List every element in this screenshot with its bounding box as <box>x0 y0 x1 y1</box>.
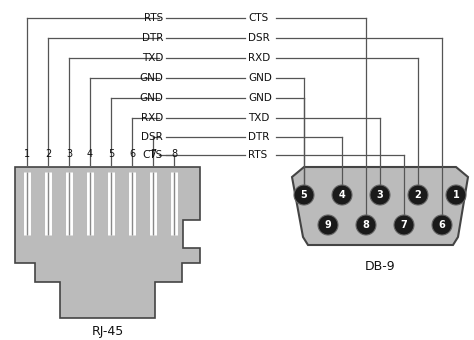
Text: GND: GND <box>139 73 163 83</box>
Circle shape <box>446 185 466 205</box>
Circle shape <box>294 185 314 205</box>
Text: RTS: RTS <box>144 13 163 23</box>
Text: DB-9: DB-9 <box>365 260 395 273</box>
Text: RTS: RTS <box>248 150 267 160</box>
Circle shape <box>394 215 414 235</box>
Circle shape <box>356 215 376 235</box>
Circle shape <box>432 215 452 235</box>
Text: CTS: CTS <box>248 13 268 23</box>
Text: 8: 8 <box>171 149 177 159</box>
Text: 1: 1 <box>453 190 459 200</box>
Text: GND: GND <box>248 73 272 83</box>
Text: DTR: DTR <box>248 132 269 142</box>
Text: 3: 3 <box>377 190 383 200</box>
Text: DTR: DTR <box>142 33 163 43</box>
Text: RXD: RXD <box>141 113 163 123</box>
Circle shape <box>332 185 352 205</box>
Text: TXD: TXD <box>142 53 163 63</box>
Circle shape <box>408 185 428 205</box>
Text: 9: 9 <box>325 220 331 230</box>
Text: 5: 5 <box>108 149 114 159</box>
Polygon shape <box>15 167 200 318</box>
Text: DSR: DSR <box>248 33 270 43</box>
Text: 6: 6 <box>438 220 446 230</box>
Text: 1: 1 <box>24 149 30 159</box>
Text: 3: 3 <box>66 149 72 159</box>
Text: GND: GND <box>248 93 272 103</box>
Text: 6: 6 <box>129 149 135 159</box>
Text: GND: GND <box>139 93 163 103</box>
Text: 2: 2 <box>415 190 421 200</box>
Text: TXD: TXD <box>248 113 269 123</box>
Text: 7: 7 <box>150 149 156 159</box>
Circle shape <box>370 185 390 205</box>
Circle shape <box>318 215 338 235</box>
Text: 5: 5 <box>301 190 307 200</box>
Text: RJ-45: RJ-45 <box>91 325 124 339</box>
Text: 4: 4 <box>338 190 346 200</box>
Text: 2: 2 <box>45 149 51 159</box>
Text: DSR: DSR <box>141 132 163 142</box>
Text: 8: 8 <box>363 220 369 230</box>
Text: 4: 4 <box>87 149 93 159</box>
Text: RXD: RXD <box>248 53 270 63</box>
Polygon shape <box>292 167 468 245</box>
Text: 7: 7 <box>401 220 407 230</box>
Text: CTS: CTS <box>143 150 163 160</box>
